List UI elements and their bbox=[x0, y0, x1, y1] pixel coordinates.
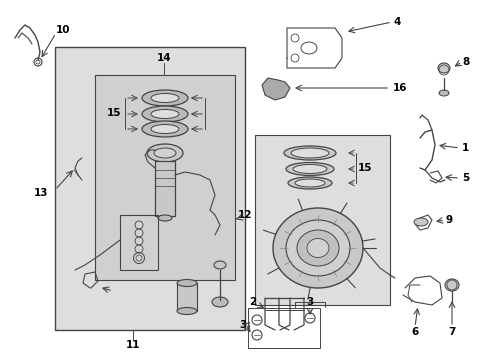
Text: 3: 3 bbox=[239, 320, 246, 330]
Ellipse shape bbox=[306, 238, 328, 257]
Text: 9: 9 bbox=[444, 215, 451, 225]
Bar bbox=[155, 161, 175, 216]
Text: 6: 6 bbox=[410, 327, 418, 337]
Ellipse shape bbox=[142, 106, 187, 122]
Ellipse shape bbox=[142, 121, 187, 137]
Text: 10: 10 bbox=[56, 25, 70, 35]
Ellipse shape bbox=[151, 125, 179, 134]
Ellipse shape bbox=[438, 90, 448, 96]
Text: 15: 15 bbox=[357, 163, 372, 173]
Text: 8: 8 bbox=[461, 57, 468, 67]
Text: 13: 13 bbox=[34, 188, 48, 198]
Text: 14: 14 bbox=[156, 53, 171, 63]
Bar bbox=[177, 283, 197, 311]
Ellipse shape bbox=[294, 179, 325, 187]
Ellipse shape bbox=[147, 144, 183, 162]
Ellipse shape bbox=[287, 177, 331, 189]
Bar bbox=[120, 215, 158, 270]
Ellipse shape bbox=[284, 146, 335, 160]
Ellipse shape bbox=[290, 148, 328, 158]
Bar bbox=[95, 75, 235, 280]
Text: 4: 4 bbox=[392, 17, 400, 27]
Text: 5: 5 bbox=[461, 173, 468, 183]
Ellipse shape bbox=[272, 208, 362, 288]
Ellipse shape bbox=[214, 261, 225, 269]
Bar bbox=[247, 308, 319, 348]
Ellipse shape bbox=[212, 297, 227, 307]
Ellipse shape bbox=[413, 218, 427, 226]
Bar bbox=[55, 47, 244, 330]
Text: 16: 16 bbox=[392, 83, 407, 93]
Ellipse shape bbox=[151, 94, 179, 103]
Text: 7: 7 bbox=[447, 327, 455, 337]
Ellipse shape bbox=[292, 165, 326, 174]
Text: 15: 15 bbox=[106, 108, 121, 118]
Bar bbox=[254, 135, 389, 305]
Ellipse shape bbox=[151, 109, 179, 118]
Polygon shape bbox=[262, 78, 289, 100]
Ellipse shape bbox=[444, 279, 458, 291]
Text: 12: 12 bbox=[238, 210, 252, 220]
Ellipse shape bbox=[437, 63, 449, 73]
Ellipse shape bbox=[285, 162, 333, 175]
Ellipse shape bbox=[177, 307, 197, 315]
Text: 11: 11 bbox=[125, 340, 140, 350]
Text: 2: 2 bbox=[249, 297, 256, 307]
Ellipse shape bbox=[154, 148, 176, 158]
Ellipse shape bbox=[296, 230, 338, 266]
Ellipse shape bbox=[177, 279, 197, 287]
Ellipse shape bbox=[158, 215, 172, 221]
Text: 3: 3 bbox=[306, 297, 313, 307]
Ellipse shape bbox=[142, 90, 187, 106]
Text: 1: 1 bbox=[461, 143, 468, 153]
Ellipse shape bbox=[285, 220, 349, 276]
